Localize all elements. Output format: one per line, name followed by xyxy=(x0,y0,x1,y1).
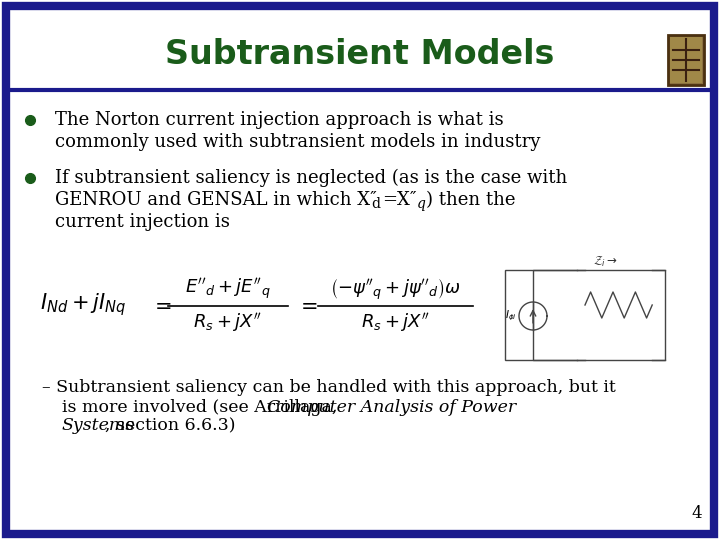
Text: q: q xyxy=(417,197,426,211)
Text: $\left(-\psi''_q + j\psi''_d\right)\omega$: $\left(-\psi''_q + j\psi''_d\right)\omeg… xyxy=(330,276,461,302)
Text: $I_{Nd} + jI_{Nq}$: $I_{Nd} + jI_{Nq}$ xyxy=(40,292,126,319)
Bar xyxy=(670,37,702,83)
Text: $R_s + jX''$: $R_s + jX''$ xyxy=(361,312,430,334)
Text: Computer Analysis of Power: Computer Analysis of Power xyxy=(266,399,516,415)
Text: $=$: $=$ xyxy=(150,295,171,315)
Text: Subtransient Models: Subtransient Models xyxy=(166,38,554,71)
Bar xyxy=(668,35,704,85)
Text: d: d xyxy=(371,197,380,211)
Text: is more involved (see Arrillaga,: is more involved (see Arrillaga, xyxy=(62,399,343,415)
Text: =X″: =X″ xyxy=(382,191,417,209)
Text: , section 6.6.3): , section 6.6.3) xyxy=(105,417,236,435)
Text: Systems: Systems xyxy=(62,417,135,435)
Text: $E''_d + jE''_q$: $E''_d + jE''_q$ xyxy=(185,276,271,302)
Text: If subtransient saliency is neglected (as is the case with: If subtransient saliency is neglected (a… xyxy=(55,169,567,187)
Text: current injection is: current injection is xyxy=(55,213,230,231)
Text: $=$: $=$ xyxy=(296,295,318,315)
Text: commonly used with subtransient models in industry: commonly used with subtransient models i… xyxy=(55,133,541,151)
Text: GENROU and GENSAL in which X″: GENROU and GENSAL in which X″ xyxy=(55,191,377,209)
Text: The Norton current injection approach is what is: The Norton current injection approach is… xyxy=(55,111,503,129)
Bar xyxy=(505,270,665,360)
Text: 4: 4 xyxy=(691,505,702,522)
Text: $R_s + jX''$: $R_s + jX''$ xyxy=(194,312,263,334)
Text: $\mathcal{Z}_i \rightarrow$: $\mathcal{Z}_i \rightarrow$ xyxy=(593,255,618,269)
Text: ) then the: ) then the xyxy=(426,191,516,209)
Text: $I_{\phi i}$: $I_{\phi i}$ xyxy=(505,309,517,323)
Text: – Subtransient saliency can be handled with this approach, but it: – Subtransient saliency can be handled w… xyxy=(42,380,616,396)
